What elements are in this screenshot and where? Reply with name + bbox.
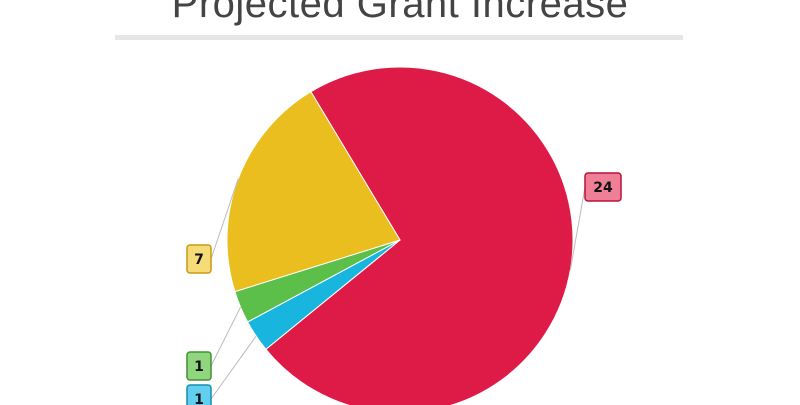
data-label-3: 7	[194, 252, 204, 268]
data-label-1: 1	[194, 392, 204, 405]
title-divider	[115, 35, 683, 40]
data-label-0: 24	[593, 180, 613, 196]
leader-line-2	[210, 306, 241, 367]
leader-line-3	[210, 178, 239, 260]
data-label-box-2	[186, 351, 212, 381]
data-label-box-3	[186, 244, 212, 274]
chart-title: Projected Grant Increase	[171, 0, 629, 26]
data-label-2: 1	[194, 359, 204, 375]
leader-line-1	[210, 335, 257, 400]
data-label-box-0	[584, 172, 622, 202]
data-label-box-1	[186, 384, 212, 405]
leader-line-0	[569, 186, 586, 270]
